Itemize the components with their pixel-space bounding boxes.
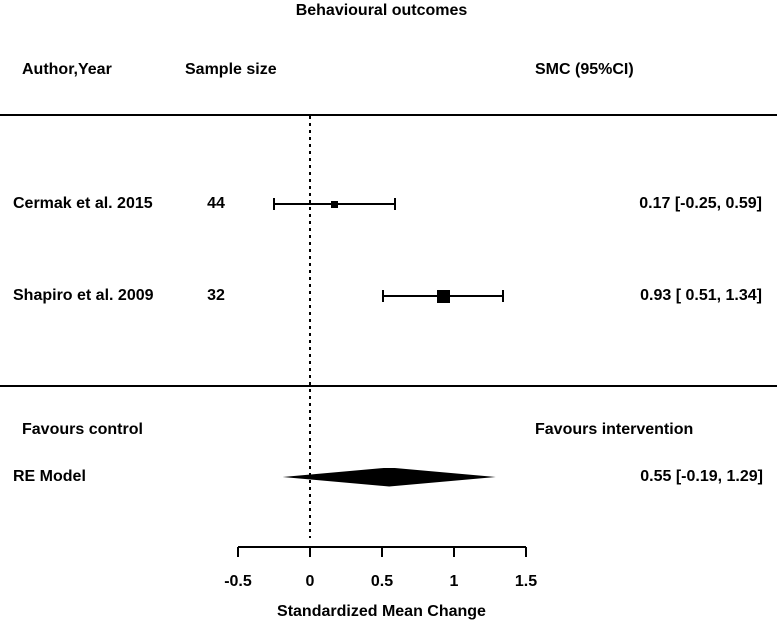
section-divider-rule xyxy=(0,385,777,387)
column-header-author-year: Author,Year xyxy=(22,61,112,78)
axis-tick xyxy=(525,547,527,557)
header-divider-rule xyxy=(0,114,777,116)
axis-tick xyxy=(453,547,455,557)
favours-control-label: Favours control xyxy=(22,421,143,438)
axis-tick-label: 1.5 xyxy=(514,573,538,590)
ci-cap-left xyxy=(273,198,275,210)
axis-tick xyxy=(381,547,383,557)
study-smc-value: 0.93 [ 0.51, 1.34] xyxy=(640,287,762,304)
ci-cap-left xyxy=(382,290,385,302)
ci-cap-right xyxy=(393,198,396,210)
axis-tick-label: 0 xyxy=(305,573,315,590)
point-estimate-square xyxy=(330,200,338,208)
study-sample-size: 44 xyxy=(207,195,225,212)
summary-diamond xyxy=(282,467,496,487)
re-model-label: RE Model xyxy=(13,468,86,485)
axis-tick-label: -0.5 xyxy=(224,573,252,590)
axis-tick-label: 1 xyxy=(449,573,459,590)
favours-intervention-label: Favours intervention xyxy=(535,421,694,438)
column-header-smc-ci: SMC (95%CI) xyxy=(535,61,634,78)
study-author: Shapiro et al. 2009 xyxy=(13,287,154,304)
ci-cap-right xyxy=(501,290,504,302)
study-author: Cermak et al. 2015 xyxy=(13,195,153,212)
axis-tick xyxy=(309,547,311,557)
study-sample-size: 32 xyxy=(207,287,225,304)
study-smc-value: 0.17 [-0.25, 0.59] xyxy=(639,195,762,212)
chart-title: Behavioural outcomes xyxy=(295,2,468,19)
axis-tick xyxy=(237,547,239,557)
point-estimate-square xyxy=(437,289,451,303)
zero-reference-line xyxy=(309,116,311,538)
re-model-smc-value: 0.55 [-0.19, 1.29] xyxy=(640,468,763,485)
column-header-sample-size: Sample size xyxy=(185,61,277,78)
axis-tick-label: 0.5 xyxy=(370,573,394,590)
x-axis-title: Standardized Mean Change xyxy=(277,603,486,620)
